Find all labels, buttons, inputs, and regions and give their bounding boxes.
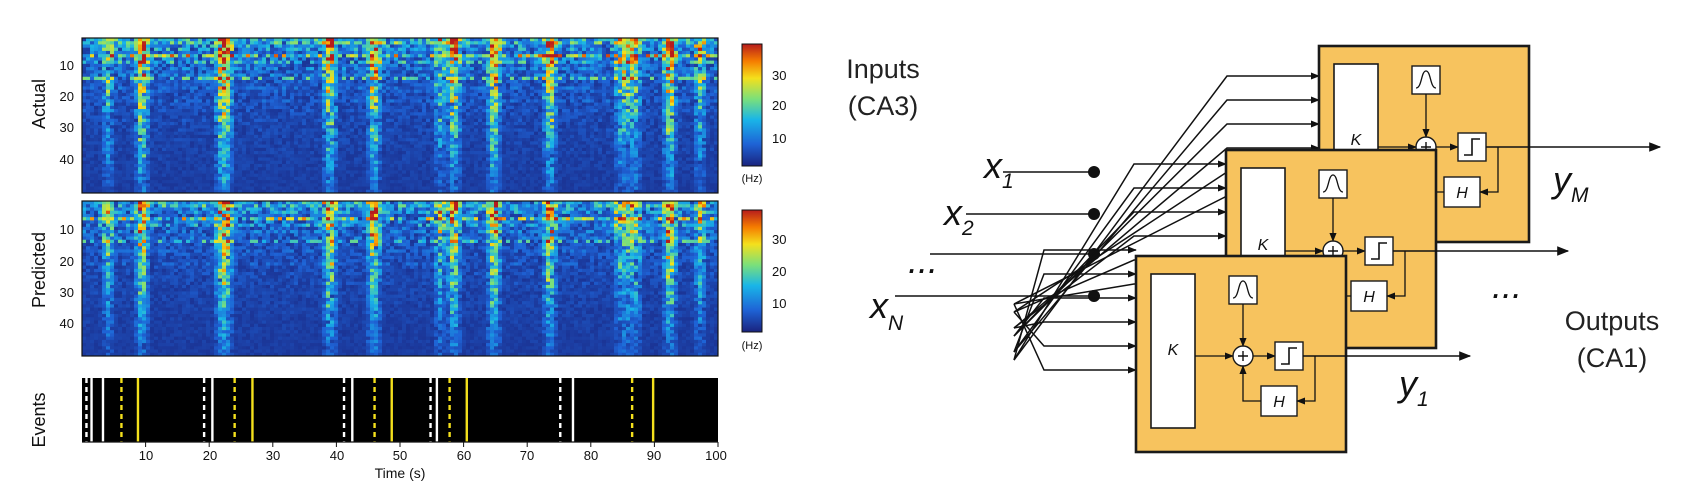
ytick-predicted: 30 (60, 285, 74, 300)
xtick-label: 20 (203, 448, 217, 463)
feedback-label: H (1273, 394, 1285, 411)
xtick-label: 40 (330, 448, 344, 463)
diagram-blocks: K H K H K H (1014, 46, 1660, 452)
feedback-label: H (1363, 289, 1375, 306)
output-y1-label: y1 (1396, 363, 1429, 411)
xtick-label: 50 (393, 448, 407, 463)
colorbar-tick: 10 (772, 296, 786, 311)
noise-box (1229, 276, 1257, 304)
ytick-actual: 40 (60, 152, 74, 167)
heatmap-actual (82, 38, 718, 193)
input-x2-label: x2 (942, 192, 974, 240)
colorbar-predicted (742, 210, 762, 332)
feedback-label: H (1456, 185, 1468, 202)
colorbar-tick: 30 (772, 68, 786, 83)
inputs-label: Inputs (846, 54, 920, 84)
panel-label-predicted: Predicted (29, 232, 49, 308)
panel-label-events: Events (29, 392, 49, 447)
colorbar-tick: 10 (772, 131, 786, 146)
outputs-label: Outputs (1565, 306, 1660, 336)
colorbar-tick: 20 (772, 264, 786, 279)
time-axis-title: Time (s) (375, 465, 426, 481)
kernel-label: K (1168, 342, 1180, 359)
noise-box (1412, 66, 1440, 94)
xtick-label: 80 (584, 448, 598, 463)
colorbar-unit: (Hz) (742, 173, 763, 185)
ytick-predicted: 40 (60, 316, 74, 331)
colorbar-actual (742, 44, 762, 166)
input-x1-label: x1 (982, 145, 1014, 193)
time-ticks (146, 442, 718, 447)
input-junctions (1088, 166, 1100, 302)
xtick-label: 60 (457, 448, 471, 463)
kernel-label: K (1258, 237, 1270, 254)
input-ellipsis: ... (908, 240, 938, 281)
colorbar-tick: 20 (772, 98, 786, 113)
input-xN-label: xN (868, 285, 904, 335)
xtick-label: 30 (266, 448, 280, 463)
heatmap-predicted (82, 201, 718, 356)
outputs-region-label: (CA1) (1577, 343, 1648, 373)
xtick-label: 100 (705, 448, 727, 463)
ytick-actual: 20 (60, 89, 74, 104)
kernel-label: K (1351, 132, 1363, 149)
xtick-label: 70 (520, 448, 534, 463)
output-yM-label: yM (1550, 159, 1589, 207)
ytick-predicted: 10 (60, 222, 74, 237)
colorbar-unit: (Hz) (742, 340, 763, 352)
xtick-label: 90 (647, 448, 661, 463)
ytick-predicted: 20 (60, 254, 74, 269)
colorbar-tick: 30 (772, 232, 786, 247)
inputs-region-label: (CA3) (848, 91, 919, 121)
ytick-actual: 10 (60, 58, 74, 73)
noise-box (1319, 170, 1347, 198)
events-panel (82, 378, 718, 442)
xtick-label: 10 (139, 448, 153, 463)
panel-label-actual: Actual (29, 79, 49, 129)
output-ellipsis: ... (1492, 265, 1522, 306)
ytick-actual: 30 (60, 120, 74, 135)
